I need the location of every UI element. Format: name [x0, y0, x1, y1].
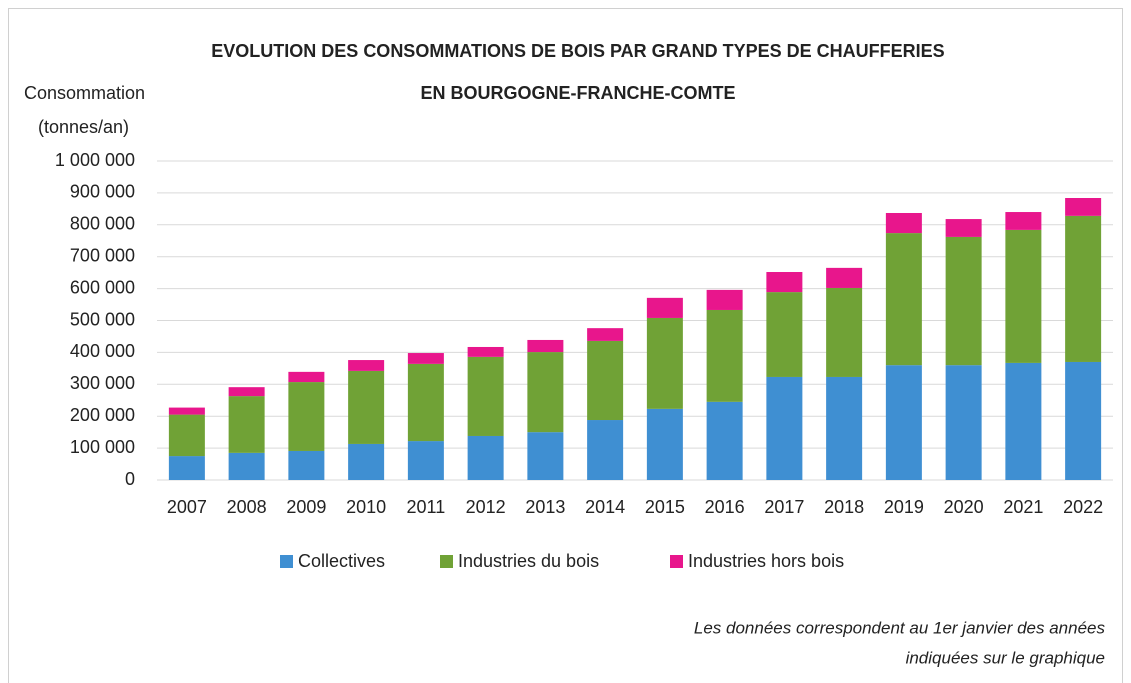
x-tick-label: 2020	[944, 497, 984, 517]
bar-segment	[288, 371, 325, 383]
legend-label: Collectives	[298, 551, 385, 571]
legend-label: Industries du bois	[458, 551, 599, 571]
bar-segment	[228, 452, 265, 480]
y-tick-label: 400 000	[70, 341, 135, 361]
footnote: Les données correspondent au 1er janvier…	[694, 618, 1106, 637]
bar-segment	[945, 236, 982, 366]
bar-segment	[706, 309, 743, 402]
bar-segment	[288, 382, 325, 451]
bar-segment	[1065, 215, 1102, 362]
bar-segment	[168, 456, 205, 480]
bar-segment	[168, 407, 205, 415]
bar-segment	[348, 370, 385, 444]
x-tick-label: 2021	[1003, 497, 1043, 517]
bar-segment	[348, 360, 385, 371]
bar-segment	[527, 352, 564, 433]
x-tick-label: 2018	[824, 497, 864, 517]
x-tick-label: 2017	[764, 497, 804, 517]
y-tick-label: 1 000 000	[55, 150, 135, 170]
bar-segment	[407, 353, 444, 364]
bar-segment	[1005, 362, 1042, 480]
bar-segment	[587, 420, 624, 480]
bar-segment	[945, 365, 982, 480]
bar-segment	[826, 376, 863, 480]
bar-segment	[1005, 229, 1042, 363]
bar-segment	[288, 450, 325, 480]
footnote: indiquées sur le graphique	[906, 648, 1105, 667]
legend-swatch	[670, 555, 683, 568]
y-tick-label: 300 000	[70, 373, 135, 393]
legend-label: Industries hors bois	[688, 551, 844, 571]
x-tick-label: 2019	[884, 497, 924, 517]
y-tick-label: 100 000	[70, 437, 135, 457]
bar-segment	[646, 317, 683, 409]
chart-title: EN BOURGOGNE-FRANCHE-COMTE	[421, 83, 736, 103]
x-tick-label: 2009	[286, 497, 326, 517]
legend-swatch	[280, 555, 293, 568]
x-tick-label: 2008	[227, 497, 267, 517]
bar-segment	[168, 414, 205, 457]
y-axis-label: Consommation	[24, 83, 145, 103]
bar-segment	[1065, 198, 1102, 216]
bar-segment	[527, 432, 564, 480]
bar-segment	[1065, 361, 1102, 480]
y-tick-label: 600 000	[70, 277, 135, 297]
bar-segment	[646, 408, 683, 480]
bar-segment	[826, 267, 863, 288]
bar-segment	[826, 287, 863, 377]
bar-segment	[1005, 212, 1042, 230]
x-tick-label: 2016	[705, 497, 745, 517]
bar-segment	[766, 376, 803, 480]
bar-segment	[885, 365, 922, 480]
y-tick-label: 800 000	[70, 214, 135, 234]
x-tick-label: 2007	[167, 497, 207, 517]
bar-segment	[228, 387, 265, 397]
x-tick-label: 2015	[645, 497, 685, 517]
bar-segment	[467, 346, 504, 357]
y-tick-label: 500 000	[70, 309, 135, 329]
bar-segment	[766, 272, 803, 293]
bar-segment	[945, 219, 982, 237]
chart-title: EVOLUTION DES CONSOMMATIONS DE BOIS PAR …	[211, 41, 944, 61]
y-tick-label: 200 000	[70, 405, 135, 425]
x-tick-label: 2022	[1063, 497, 1103, 517]
y-tick-label: 900 000	[70, 182, 135, 202]
bar-segment	[706, 289, 743, 310]
bar-segment	[527, 339, 564, 353]
bar-segment	[407, 363, 444, 442]
x-tick-label: 2011	[407, 497, 446, 517]
legend-swatch	[440, 555, 453, 568]
bar-segment	[467, 435, 504, 480]
x-tick-label: 2013	[525, 497, 565, 517]
bar-segment	[885, 233, 922, 366]
bar-segment	[228, 396, 265, 453]
x-tick-label: 2012	[466, 497, 506, 517]
chart-border	[8, 8, 1123, 683]
x-tick-label: 2010	[346, 497, 386, 517]
bar-segment	[885, 212, 922, 234]
bar-segment	[587, 340, 624, 421]
bar-segment	[348, 443, 385, 480]
x-tick-label: 2014	[585, 497, 625, 517]
bar-segment	[706, 401, 743, 480]
bar-segment	[646, 297, 683, 318]
y-axis-label: (tonnes/an)	[38, 117, 129, 137]
y-tick-label: 700 000	[70, 245, 135, 265]
y-tick-label: 0	[125, 469, 135, 489]
bar-segment	[766, 292, 803, 377]
bar-segment	[467, 356, 504, 436]
bar-segment	[587, 328, 624, 341]
bar-segment	[407, 441, 444, 480]
